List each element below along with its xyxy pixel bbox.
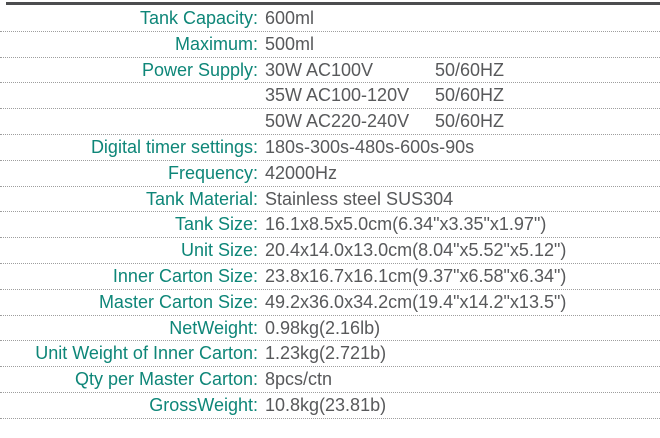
spec-label: Digital timer settings: [90,136,258,157]
power-voltage: 50W AC220-240V [265,111,410,132]
power-frequency: 50/60HZ [435,59,505,80]
power-frequency: 50/60HZ [435,111,505,132]
spec-label: Frequency: [167,162,258,183]
product-spec-table: Tank Capacity: 600ml Maximum: 500ml Power … [0,5,660,419]
spec-row-maximum: Maximum: 500ml [0,32,660,58]
spec-row-tank-capacity: Tank Capacity: 600ml [0,6,660,32]
spec-row-unit-size: Unit Size: 20.4x14.0x13.0cm(8.04"x5.52"x5… [0,238,660,264]
spec-row-tank-material: Tank Material: Stainless steel SUS304 [0,187,660,213]
spec-label: Unit Size: [180,240,258,261]
spec-value: 180s-300s-480s-600s-90s [265,136,475,157]
spec-value: Stainless steel SUS304 [265,188,454,209]
spec-value: 500ml [265,33,315,54]
spec-value: 42000Hz [265,162,338,183]
spec-value: 50W AC220-240V 50/60HZ [265,111,504,131]
spec-row-power-supply-2: 35W AC100-120V 50/60HZ [0,83,660,110]
spec-label: Qty per Master Carton: [74,369,258,390]
spec-label: Tank Size: [174,214,258,235]
spec-row-inner-carton-size: Inner Carton Size: 23.8x16.7x16.1cm(9.37"… [0,264,660,290]
spec-value: 23.8x16.7x16.1cm(9.37"x6.58"x6.34") [265,265,567,286]
spec-value: 49.2x36.0x34.2cm(19.4"x14.2"x13.5") [265,291,567,312]
spec-row-unit-weight-inner-carton: Unit Weight of Inner Carton: 1.23kg(2.721… [0,341,660,368]
spec-row-gross-weight: GrossWeight: 10.8kg(23.81b) [0,393,660,419]
top-divider-bar [6,2,660,5]
spec-label: NetWeight: [169,317,258,338]
spec-label: Inner Carton Size: [112,265,258,286]
spec-row-power-supply-1: Power Supply: 30W AC100V 50/60HZ [0,58,660,84]
spec-row-tank-size: Tank Size: 16.1x8.5x5.0cm(6.34"x3.35"x1.9… [0,212,660,239]
spec-value: 10.8kg(23.81b) [265,394,387,415]
spec-label: GrossWeight: [149,394,258,415]
spec-label: Unit Weight of Inner Carton: [35,343,258,364]
spec-label: Power Supply: [141,59,258,80]
spec-label: Maximum: [174,33,258,54]
spec-value: 8pcs/ctn [265,369,333,390]
spec-label: Master Carton Size: [98,291,258,312]
spec-value: 30W AC100V 50/60HZ [265,60,504,80]
spec-value: 600ml [265,8,315,28]
spec-value: 16.1x8.5x5.0cm(6.34"x3.35"x1.97") [265,214,547,235]
spec-row-net-weight: NetWeight: 0.98kg(2.16lb) [0,316,660,342]
power-voltage: 30W AC100V [265,59,374,80]
spec-row-master-carton-size: Master Carton Size: 49.2x36.0x34.2cm(19.4… [0,290,660,316]
spec-label: Tank Material: [145,188,258,209]
spec-value: 35W AC100-120V 50/60HZ [265,85,504,105]
spec-value: 0.98kg(2.16lb) [265,317,381,338]
spec-value: 20.4x14.0x13.0cm(8.04"x5.52"x5.12") [265,240,567,261]
spec-row-frequency: Frequency: 42000Hz [0,161,660,187]
spec-value: 1.23kg(2.721b) [265,343,387,364]
spec-row-power-supply-3: 50W AC220-240V 50/60HZ [0,109,660,135]
spec-label: Tank Capacity: [139,8,258,28]
power-voltage: 35W AC100-120V [265,85,410,106]
spec-row-digital-timer-settings: Digital timer settings: 180s-300s-480s-60… [0,135,660,161]
spec-row-qty-per-master-carton: Qty per Master Carton: 8pcs/ctn [0,367,660,393]
power-frequency: 50/60HZ [435,85,505,106]
